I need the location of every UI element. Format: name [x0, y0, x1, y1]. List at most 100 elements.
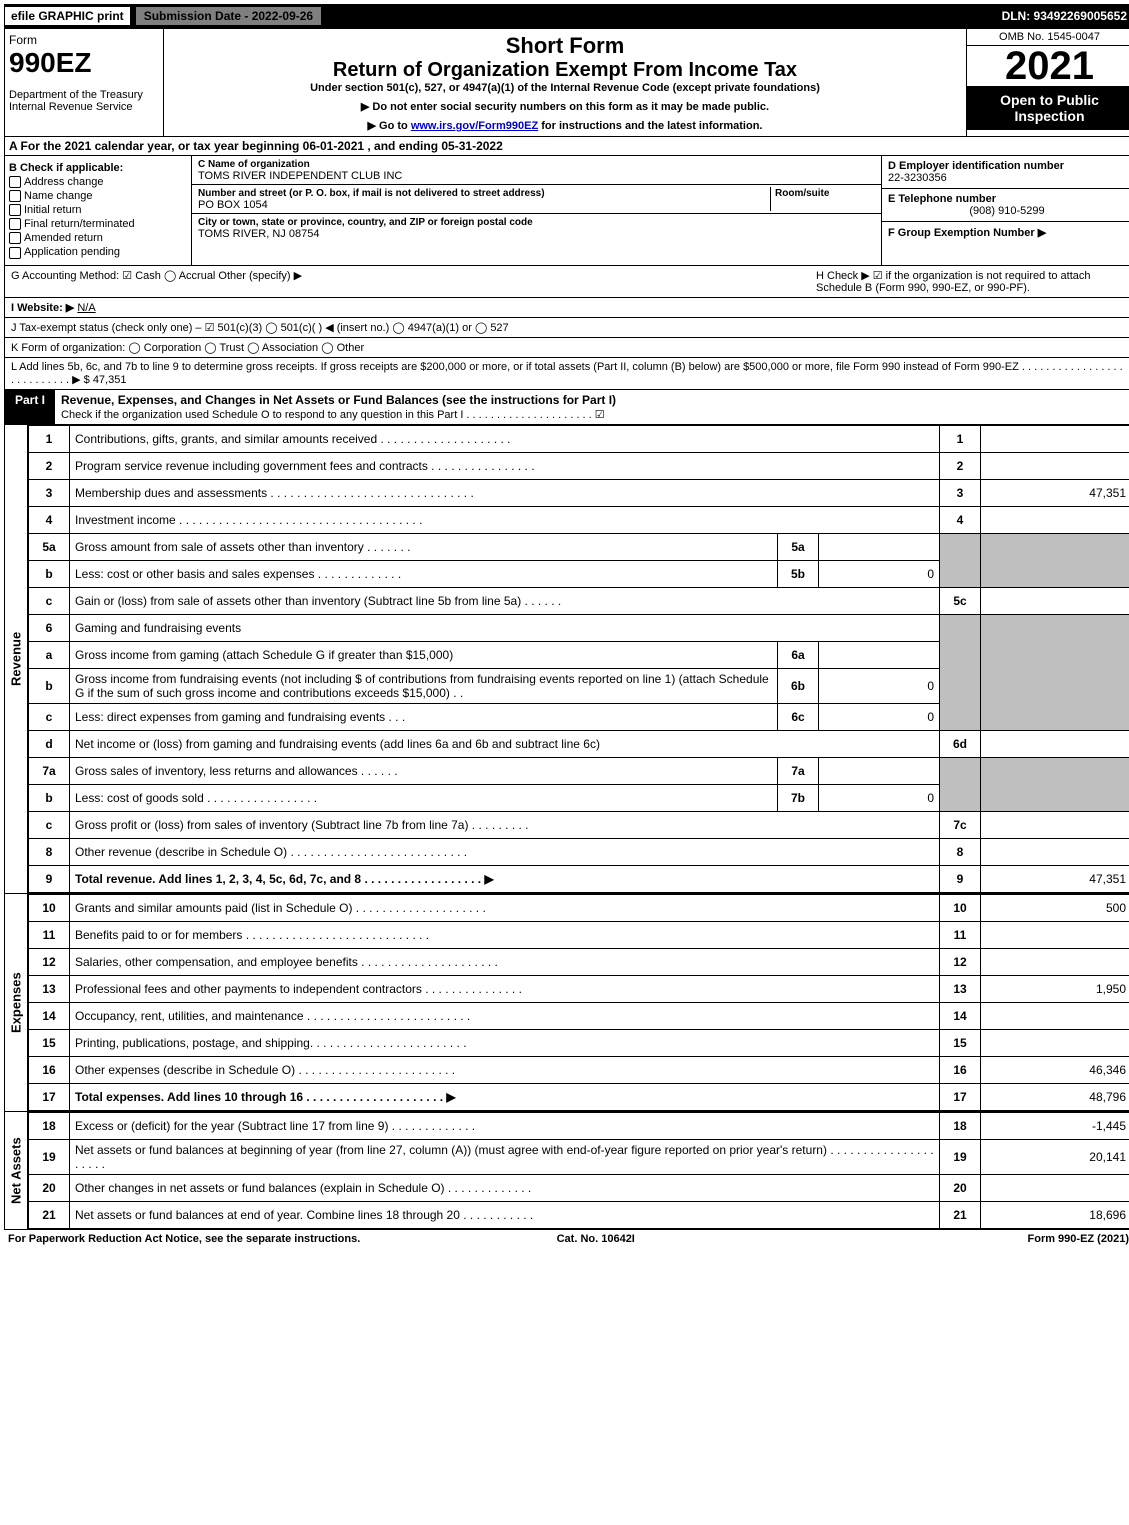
goto-note: ▶ Go to www.irs.gov/Form990EZ for instru…: [168, 119, 962, 132]
line-18: 18Excess or (deficit) for the year (Subt…: [29, 1112, 1129, 1139]
box-b-title: B Check if applicable:: [9, 162, 187, 174]
addr-label: Number and street (or P. O. box, if mail…: [198, 188, 545, 199]
phone-row: E Telephone number (908) 910-5299: [882, 189, 1129, 222]
line-15: 15Printing, publications, postage, and s…: [29, 1029, 1129, 1056]
info-grid: B Check if applicable: Address change Na…: [4, 156, 1129, 266]
chk-label: Final return/terminated: [24, 218, 135, 230]
line-5c: cGain or (loss) from sale of assets othe…: [29, 587, 1129, 614]
chk-label: Initial return: [24, 204, 81, 216]
return-title: Return of Organization Exempt From Incom…: [168, 59, 962, 82]
open-to-public: Open to Public Inspection: [967, 86, 1129, 130]
chk-final-return[interactable]: Final return/terminated: [9, 218, 187, 230]
goto-pre: ▶ Go to: [368, 120, 411, 132]
submission-date: Submission Date - 2022-09-26: [135, 6, 322, 26]
chk-label: Amended return: [24, 232, 103, 244]
line-4: 4Investment income . . . . . . . . . . .…: [29, 506, 1129, 533]
under-section: Under section 501(c), 527, or 4947(a)(1)…: [168, 82, 962, 94]
city-label: City or town, state or province, country…: [198, 217, 533, 228]
name-label: C Name of organization: [198, 159, 310, 170]
org-name: TOMS RIVER INDEPENDENT CLUB INC: [198, 170, 402, 182]
chk-initial-return[interactable]: Initial return: [9, 204, 187, 216]
netassets-section: Net Assets 18Excess or (deficit) for the…: [4, 1112, 1129, 1230]
revenue-section: Revenue 1Contributions, gifts, grants, a…: [4, 425, 1129, 894]
line-j: J Tax-exempt status (check only one) – ☑…: [4, 318, 1129, 338]
top-bar: efile GRAPHIC print Submission Date - 20…: [4, 4, 1129, 28]
ein-value: 22-3230356: [888, 172, 947, 184]
org-name-row: C Name of organization TOMS RIVER INDEPE…: [192, 156, 881, 185]
line-20: 20Other changes in net assets or fund ba…: [29, 1174, 1129, 1201]
website-value: N/A: [77, 302, 95, 314]
chk-address-change[interactable]: Address change: [9, 176, 187, 188]
ein-label: D Employer identification number: [888, 160, 1064, 172]
room-label: Room/suite: [775, 188, 829, 199]
form-number: 990EZ: [9, 47, 159, 79]
revenue-table: 1Contributions, gifts, grants, and simil…: [28, 425, 1129, 893]
part1-header: Part I Revenue, Expenses, and Changes in…: [4, 390, 1129, 425]
line-a: A For the 2021 calendar year, or tax yea…: [4, 137, 1129, 156]
box-def: D Employer identification number 22-3230…: [881, 156, 1129, 265]
tax-year: 2021: [967, 46, 1129, 86]
line-h: H Check ▶ ☑ if the organization is not r…: [816, 269, 1126, 294]
line-16: 16Other expenses (describe in Schedule O…: [29, 1056, 1129, 1083]
efile-label: efile GRAPHIC print: [4, 6, 131, 26]
chk-amended-return[interactable]: Amended return: [9, 232, 187, 244]
line-19: 19Net assets or fund balances at beginni…: [29, 1139, 1129, 1174]
line-i: I Website: ▶ N/A: [4, 298, 1129, 318]
part1-title: Revenue, Expenses, and Changes in Net As…: [61, 393, 616, 407]
short-form-title: Short Form: [168, 33, 962, 59]
footer-left: For Paperwork Reduction Act Notice, see …: [8, 1233, 360, 1245]
line-14: 14Occupancy, rent, utilities, and mainte…: [29, 1002, 1129, 1029]
line-7c: cGross profit or (loss) from sales of in…: [29, 811, 1129, 838]
footer-mid: Cat. No. 10642I: [557, 1233, 635, 1245]
line-3: 3Membership dues and assessments . . . .…: [29, 479, 1129, 506]
part1-title-wrap: Revenue, Expenses, and Changes in Net As…: [55, 390, 1129, 424]
line-1: 1Contributions, gifts, grants, and simil…: [29, 425, 1129, 452]
line-6d: dNet income or (loss) from gaming and fu…: [29, 730, 1129, 757]
netassets-sidelabel: Net Assets: [5, 1112, 28, 1229]
box-c: C Name of organization TOMS RIVER INDEPE…: [192, 156, 881, 265]
phone-label: E Telephone number: [888, 193, 996, 205]
goto-post: for instructions and the latest informat…: [538, 120, 762, 132]
line-k: K Form of organization: ◯ Corporation ◯ …: [4, 338, 1129, 358]
chk-name-change[interactable]: Name change: [9, 190, 187, 202]
line-g: G Accounting Method: ☑ Cash ◯ Accrual Ot…: [11, 269, 816, 294]
footer-right: Form 990-EZ (2021): [1028, 1233, 1129, 1245]
box-b: B Check if applicable: Address change Na…: [5, 156, 192, 265]
netassets-table: 18Excess or (deficit) for the year (Subt…: [28, 1112, 1129, 1229]
header-right: OMB No. 1545-0047 2021 Open to Public In…: [966, 29, 1129, 136]
line-5a: 5aGross amount from sale of assets other…: [29, 533, 1129, 560]
chk-label: Application pending: [24, 246, 120, 258]
org-addr: PO BOX 1054: [198, 199, 268, 211]
line-l: L Add lines 5b, 6c, and 7b to line 9 to …: [4, 358, 1129, 390]
chk-label: Name change: [24, 190, 93, 202]
line-13: 13Professional fees and other payments t…: [29, 975, 1129, 1002]
dept-label: Department of the Treasury Internal Reve…: [9, 89, 159, 113]
line-10: 10Grants and similar amounts paid (list …: [29, 894, 1129, 921]
line-12: 12Salaries, other compensation, and empl…: [29, 948, 1129, 975]
line-g-h: G Accounting Method: ☑ Cash ◯ Accrual Ot…: [4, 266, 1129, 298]
line-6: 6Gaming and fundraising events: [29, 614, 1129, 641]
header-left: Form 990EZ Department of the Treasury In…: [5, 29, 164, 136]
line-7a: 7aGross sales of inventory, less returns…: [29, 757, 1129, 784]
line-21: 21Net assets or fund balances at end of …: [29, 1201, 1129, 1228]
dln-label: DLN: 93492269005652: [996, 7, 1129, 25]
group-exempt-row: F Group Exemption Number ▶: [882, 222, 1129, 243]
part1-sub: Check if the organization used Schedule …: [61, 409, 605, 421]
website-label: I Website: ▶: [11, 302, 74, 314]
line-8: 8Other revenue (describe in Schedule O) …: [29, 838, 1129, 865]
chk-application-pending[interactable]: Application pending: [9, 246, 187, 258]
expenses-sidelabel: Expenses: [5, 894, 28, 1111]
expenses-table: 10Grants and similar amounts paid (list …: [28, 894, 1129, 1111]
line-9: 9Total revenue. Add lines 1, 2, 3, 4, 5c…: [29, 865, 1129, 892]
revenue-sidelabel: Revenue: [5, 425, 28, 893]
form-header: Form 990EZ Department of the Treasury In…: [4, 28, 1129, 137]
ein-row: D Employer identification number 22-3230…: [882, 156, 1129, 189]
header-center: Short Form Return of Organization Exempt…: [164, 29, 966, 136]
org-city: TOMS RIVER, NJ 08754: [198, 228, 319, 240]
expenses-section: Expenses 10Grants and similar amounts pa…: [4, 894, 1129, 1112]
irs-link[interactable]: www.irs.gov/Form990EZ: [411, 120, 538, 132]
chk-label: Address change: [24, 176, 104, 188]
line-17: 17Total expenses. Add lines 10 through 1…: [29, 1083, 1129, 1110]
addr-row: Number and street (or P. O. box, if mail…: [192, 185, 881, 214]
group-exempt-label: F Group Exemption Number ▶: [888, 227, 1046, 239]
